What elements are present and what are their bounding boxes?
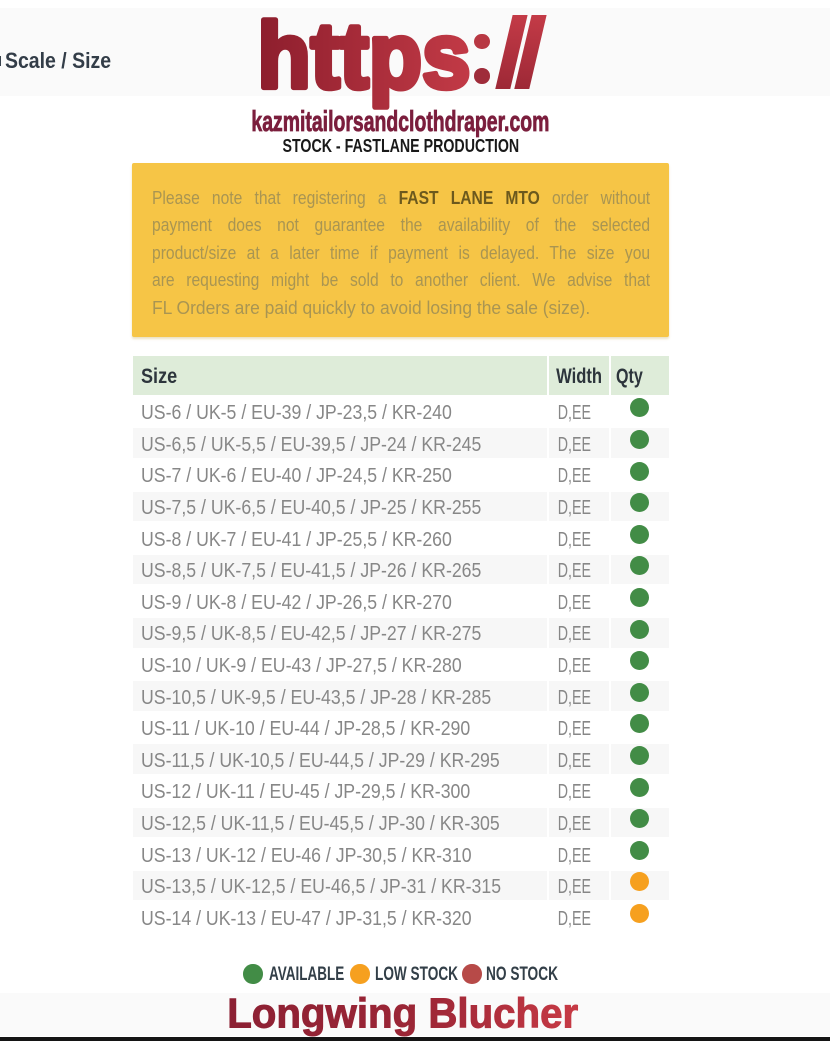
svg-text:https: https [258,3,471,107]
svg-text:Longwing Blucher: Longwing Blucher [227,990,578,1037]
